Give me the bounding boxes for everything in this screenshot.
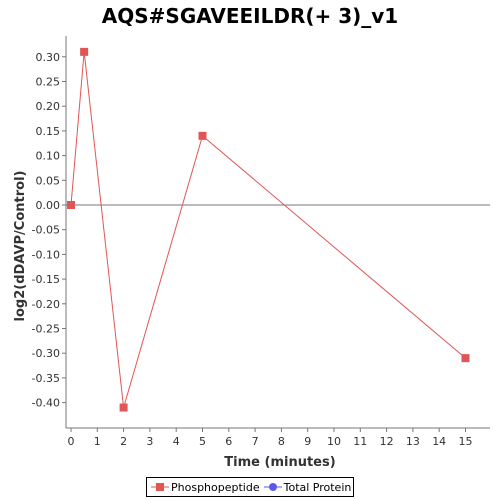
data-point	[461, 354, 470, 363]
y-axis-title: log2(dDAVP/Control)	[13, 171, 28, 322]
x-tick-label: 4	[173, 435, 180, 448]
y-tick-label: -0.15	[32, 273, 60, 286]
y-tick-label: -0.20	[32, 298, 60, 311]
x-tick-label: 0	[68, 435, 75, 448]
x-tick-label: 2	[120, 435, 127, 448]
y-tick-label: 0.25	[36, 76, 61, 89]
y-tick-label: -0.25	[32, 323, 60, 336]
phosphopeptide-legend-marker	[151, 483, 169, 491]
x-tick-label: 1	[94, 435, 101, 448]
chart-title: AQS#SGAVEEILDR(+ 3)_v1	[101, 4, 399, 28]
y-tick-label: 0.20	[36, 100, 61, 113]
y-tick-label: -0.35	[32, 372, 60, 385]
total-protein-legend-marker	[263, 483, 282, 491]
data-point	[67, 201, 75, 209]
x-tick-label: 7	[252, 435, 259, 448]
y-tick-label: 0.00	[36, 199, 61, 212]
y-tick-label: -0.10	[32, 248, 60, 261]
x-tick-label: 11	[353, 435, 367, 448]
x-tick-label: 13	[406, 435, 420, 448]
x-tick-label: 8	[278, 435, 285, 448]
legend-label-total-protein: Total Protein	[283, 480, 352, 494]
y-tick-label: 0.30	[36, 51, 61, 64]
y-tick-label: 0.05	[36, 174, 61, 187]
y-tick-label: 0.15	[36, 125, 61, 138]
series-line-phosphopeptide	[70, 51, 466, 408]
y-tick-label: -0.40	[32, 397, 60, 410]
x-tick-label: 10	[327, 435, 341, 448]
data-point	[198, 131, 207, 140]
x-tick-label: 14	[432, 435, 446, 448]
chart-legend: Phosphopeptide Total Protein	[146, 477, 354, 497]
y-tick-label: -0.30	[32, 347, 60, 360]
y-tick-label: 0.10	[36, 150, 61, 163]
legend-item-phosphopeptide: Phosphopeptide	[151, 481, 260, 494]
y-tick-label: -0.05	[32, 224, 60, 237]
legend-label-phosphopeptide: Phosphopeptide	[171, 480, 260, 494]
x-tick-label: 6	[225, 435, 232, 448]
x-tick-label: 12	[380, 435, 394, 448]
x-tick-label: 15	[459, 435, 473, 448]
data-point	[80, 47, 89, 56]
x-tick-label: 9	[304, 435, 311, 448]
x-tick-label: 5	[199, 435, 206, 448]
data-point	[119, 403, 128, 412]
legend-item-total-protein: Total Protein	[263, 480, 352, 494]
x-tick-label: 3	[146, 435, 153, 448]
x-axis-title: Time (minutes)	[224, 455, 335, 470]
